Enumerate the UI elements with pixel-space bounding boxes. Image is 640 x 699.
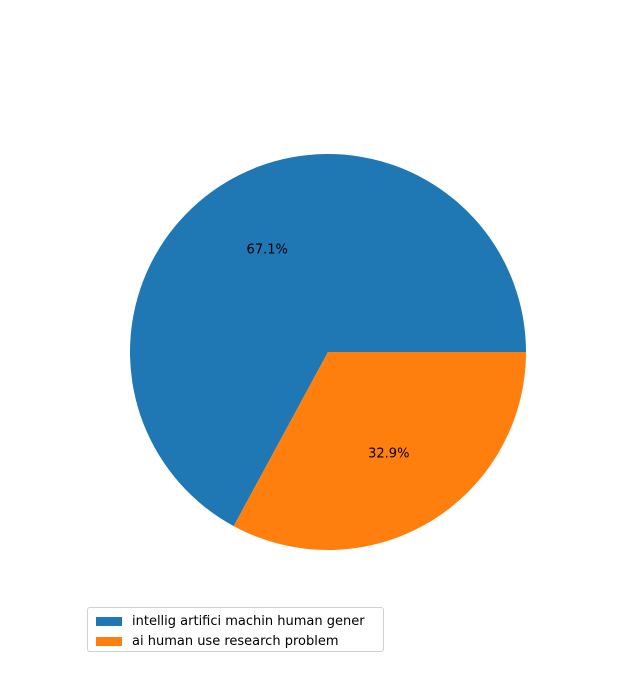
pie-pct-label-0: 67.1% [247, 242, 288, 257]
legend-item-0: intellig artifici machin human gener [96, 611, 383, 631]
pie-slice-0 [130, 153, 526, 527]
pie-slice-1 [233, 352, 526, 550]
pie-percentage-labels: 67.1% 32.9% [247, 242, 410, 461]
legend-label-0: intellig artifici machin human gener [132, 613, 365, 629]
pie-pct-label-1: 32.9% [368, 447, 409, 462]
chart-legend: intellig artifici machin human gener ai … [87, 607, 384, 652]
pie-slices [130, 153, 526, 550]
legend-label-1: ai human use research problem [132, 633, 339, 649]
legend-swatch-0 [96, 616, 122, 626]
legend-swatch-1 [96, 636, 122, 646]
legend-item-1: ai human use research problem [96, 631, 383, 651]
